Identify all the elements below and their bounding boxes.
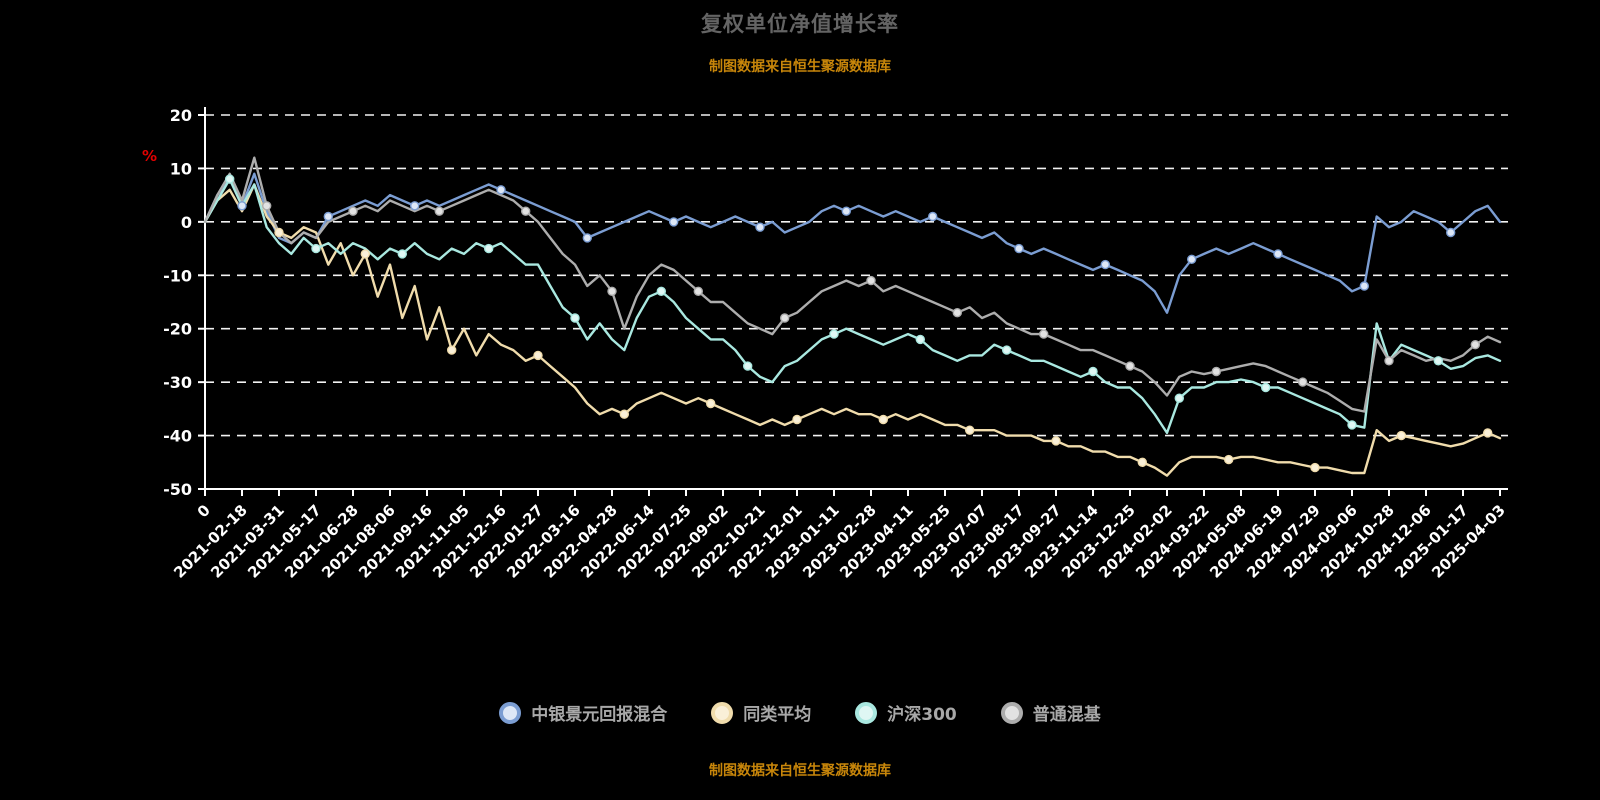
data-point-marker[interactable]: [1174, 393, 1185, 403]
data-point-marker[interactable]: [1223, 454, 1234, 465]
series-line-1[interactable]: [203, 183, 1502, 477]
legend-item-ordinary-mixed[interactable]: 普通混基: [1000, 700, 1101, 725]
data-point-marker[interactable]: [582, 233, 592, 243]
data-source-note-top: 制图数据来自恒生聚源数据库: [709, 59, 891, 75]
legend: 中银景元回报混合 同类平均 沪深300 普通混基: [0, 700, 1600, 725]
y-tick-label: -20: [163, 320, 192, 339]
data-point-marker[interactable]: [866, 275, 876, 286]
data-point-marker[interactable]: [1186, 254, 1197, 264]
legend-item-fund[interactable]: 中银景元回报混合: [499, 700, 667, 725]
data-point-marker[interactable]: [570, 313, 580, 323]
chart-title: 复权单位净值增长率: [701, 12, 899, 36]
data-point-marker[interactable]: [533, 350, 543, 361]
data-source-note-bottom: 制图数据来自恒生聚源数据库: [709, 763, 891, 779]
data-point-marker[interactable]: [841, 206, 851, 216]
data-point-marker[interactable]: [348, 206, 358, 216]
fund-series-marker-icon: [499, 701, 522, 724]
data-point-marker[interactable]: [224, 174, 235, 184]
data-point-marker[interactable]: [1088, 366, 1098, 377]
data-point-marker[interactable]: [1211, 366, 1222, 377]
category-average-series-marker-icon: [711, 701, 734, 724]
data-point-marker[interactable]: [1445, 227, 1456, 238]
x-tick-label: 0: [194, 501, 214, 521]
data-point-marker[interactable]: [706, 398, 716, 409]
data-point-marker[interactable]: [323, 211, 333, 222]
y-tick-label: -30: [163, 373, 192, 392]
data-point-marker[interactable]: [484, 243, 494, 254]
data-point-marker[interactable]: [1347, 420, 1357, 430]
data-point-marker[interactable]: [496, 185, 506, 195]
data-point-marker[interactable]: [1433, 356, 1444, 366]
legend-label-category-average: 同类平均: [743, 705, 812, 725]
legend-item-hs300[interactable]: 沪深300: [855, 700, 957, 725]
data-point-marker[interactable]: [1384, 356, 1394, 366]
data-point-marker[interactable]: [434, 206, 444, 216]
data-point-marker[interactable]: [792, 414, 802, 425]
data-point-marker[interactable]: [397, 249, 407, 259]
data-point-marker[interactable]: [928, 211, 938, 222]
data-point-marker[interactable]: [829, 329, 839, 339]
legend-item-category-average[interactable]: 同类平均: [711, 700, 811, 725]
data-point-marker[interactable]: [274, 227, 284, 238]
series-line-3[interactable]: [203, 156, 1502, 413]
y-tick-label: 0: [181, 213, 192, 232]
data-point-marker[interactable]: [1470, 340, 1481, 350]
data-point-marker[interactable]: [237, 201, 247, 211]
data-point-marker[interactable]: [1051, 436, 1061, 446]
data-point-marker[interactable]: [1482, 428, 1493, 438]
series-line-2[interactable]: [203, 177, 1502, 435]
data-point-marker[interactable]: [1002, 345, 1012, 355]
data-point-marker[interactable]: [1273, 249, 1283, 259]
data-point-marker[interactable]: [915, 334, 925, 345]
data-point-marker[interactable]: [669, 217, 679, 227]
data-point-marker[interactable]: [743, 361, 753, 371]
data-point-marker[interactable]: [1100, 259, 1111, 270]
y-tick-label: 10: [170, 159, 192, 178]
data-point-marker[interactable]: [1014, 243, 1024, 254]
data-point-marker[interactable]: [1396, 430, 1407, 441]
legend-label-fund: 中银景元回报混合: [531, 705, 668, 725]
data-point-marker[interactable]: [607, 286, 617, 296]
data-point-marker[interactable]: [693, 286, 703, 296]
data-point-marker[interactable]: [1038, 329, 1049, 339]
data-point-marker[interactable]: [619, 409, 629, 419]
data-point-marker[interactable]: [311, 243, 321, 254]
data-point-marker[interactable]: [1125, 361, 1135, 371]
data-point-marker[interactable]: [1297, 377, 1308, 387]
data-point-marker[interactable]: [965, 425, 975, 435]
data-point-marker[interactable]: [360, 249, 370, 259]
y-tick-label: 20: [170, 106, 192, 125]
data-point-marker[interactable]: [447, 345, 457, 355]
hs300-series-marker-icon: [855, 701, 878, 724]
data-point-marker[interactable]: [878, 414, 888, 425]
data-point-marker[interactable]: [755, 222, 765, 232]
data-point-marker[interactable]: [410, 201, 420, 211]
data-point-marker[interactable]: [521, 206, 531, 216]
data-point-marker[interactable]: [780, 313, 790, 323]
legend-label-hs300: 沪深300: [887, 705, 957, 725]
y-tick-label: -40: [163, 427, 192, 446]
data-point-marker[interactable]: [262, 201, 272, 211]
y-tick-label: -50: [163, 480, 192, 499]
data-point-marker[interactable]: [656, 286, 666, 296]
y-tick-label: -10: [163, 266, 192, 285]
data-point-marker[interactable]: [952, 308, 962, 318]
series-line-0[interactable]: [203, 172, 1502, 314]
data-point-marker[interactable]: [1359, 281, 1370, 291]
legend-label-ordinary-mixed: 普通混基: [1032, 705, 1101, 725]
data-point-marker[interactable]: [1310, 462, 1320, 473]
data-point-marker[interactable]: [1137, 457, 1148, 467]
y-axis-unit-label: %: [142, 147, 158, 165]
data-point-marker[interactable]: [1260, 382, 1271, 393]
ordinary-mixed-series-marker-icon: [1000, 701, 1023, 724]
